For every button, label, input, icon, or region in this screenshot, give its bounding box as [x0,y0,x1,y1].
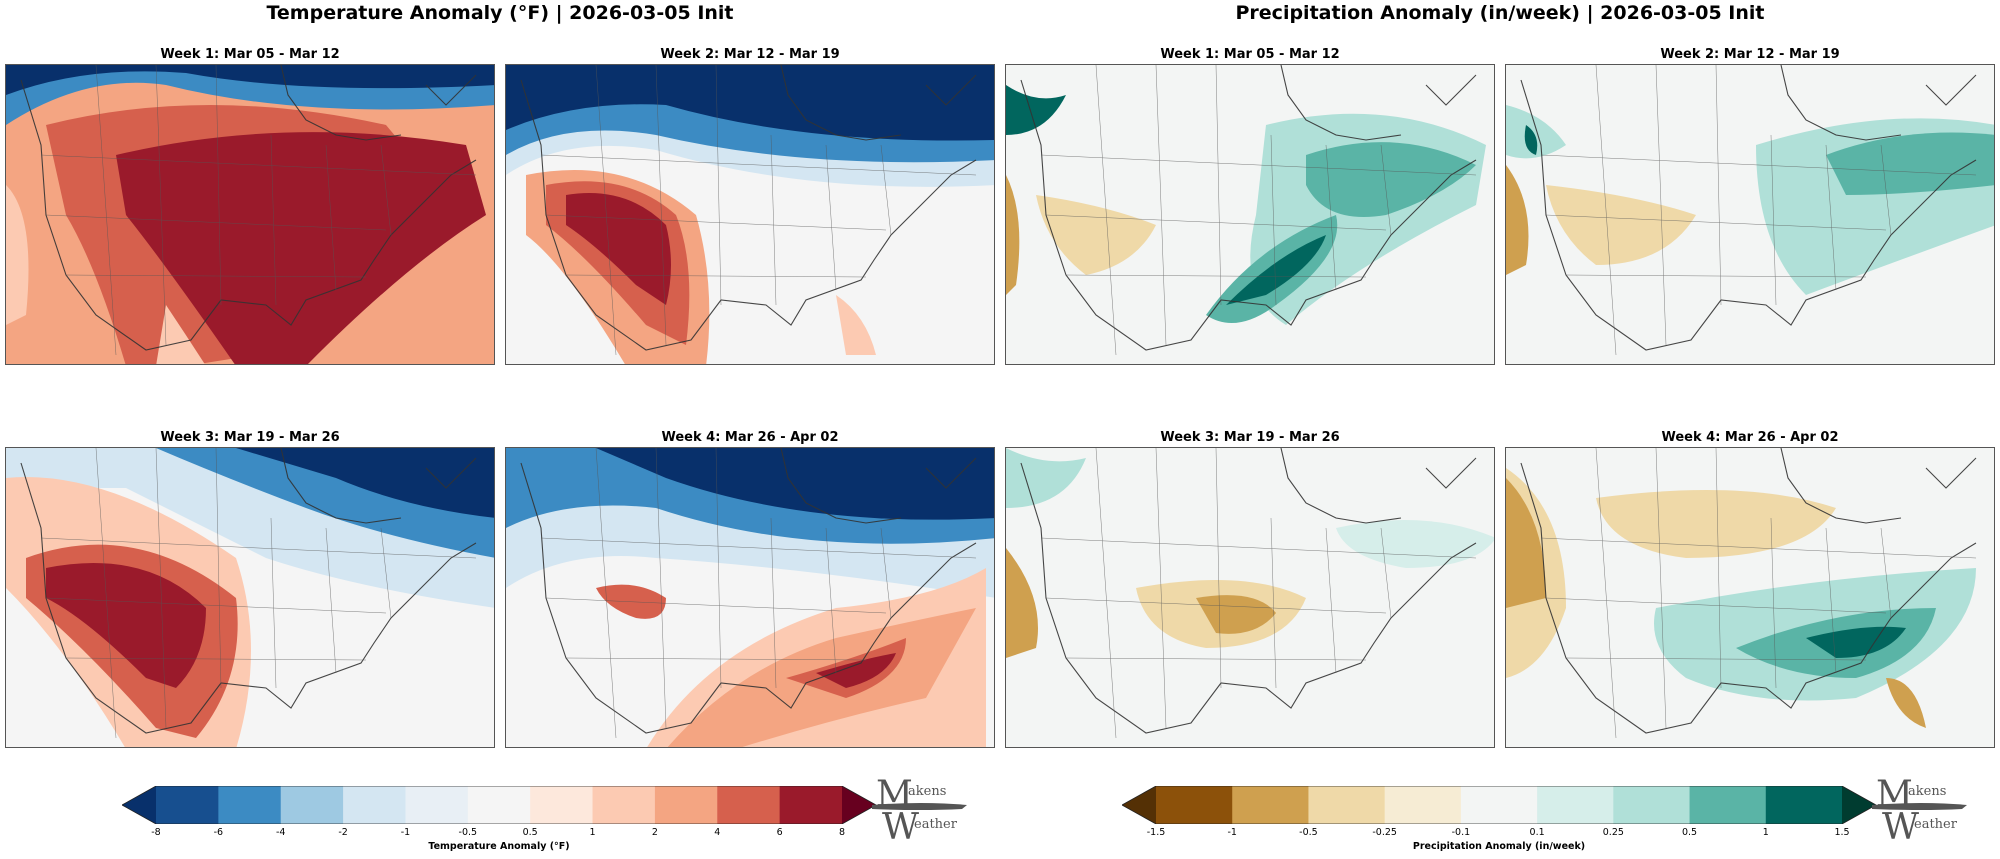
temp-week4-canvas [506,448,994,747]
temperature-colorbar-tick: 2 [651,827,658,838]
precip-week3-title: Week 3: Mar 19 - Mar 26 [1160,430,1340,445]
temperature-colorbar-extend-low [122,786,156,824]
temperature-colorbar-extend-high [842,786,876,824]
temperature-colorbar-segment [779,786,843,824]
precip-week4-canvas [1506,448,1994,747]
precip-week2-map [1505,64,1995,365]
precipitation-colorbar-extend-low [1122,786,1156,824]
precipitation-colorbar-segment [1613,786,1691,824]
precipitation-colorbar-segment [1537,786,1614,824]
precip-week3-canvas [1006,448,1494,747]
precip-week1-canvas [1006,65,1494,364]
temperature-colorbar-tick: -8 [151,827,161,838]
makens-weather-logo-right: M akens W eather [1872,774,1967,841]
temp-week3-title: Week 3: Mar 19 - Mar 26 [160,430,340,445]
temperature-colorbar-label: Temperature Anomaly (°F) [428,841,570,852]
precipitation-colorbar-svg [1122,786,1876,824]
precipitation-colorbar-segment [1689,786,1767,824]
precip-week3-map [1005,447,1495,748]
temperature-colorbar-segment [280,786,344,824]
precipitation-colorbar-segment [1384,786,1462,824]
temp-week1-map [5,64,495,365]
temperature-colorbar-segment [343,786,406,824]
temperature-colorbar-tick: -0.5 [458,827,478,838]
temp-week4-title: Week 4: Mar 26 - Apr 02 [661,430,839,445]
precipitation-colorbar-tick: 1.5 [1834,827,1850,838]
precipitation-colorbar-tick: 1 [1762,827,1769,838]
precipitation-colorbar-segment [1156,786,1233,824]
precipitation-colorbar-extend-high [1842,786,1876,824]
precipitation-colorbar-tick: -1 [1227,827,1237,838]
temperature-colorbar-svg [122,786,876,824]
precip-week4-title: Week 4: Mar 26 - Apr 02 [1661,430,1839,445]
temperature-colorbar-segment [467,786,531,824]
temp-week4-map [505,447,995,748]
logo-letter-w: W [882,807,919,841]
precipitation-colorbar-tick: -0.5 [1299,827,1318,838]
temp-week2-map [505,64,995,365]
precipitation-colorbar-segment [1232,786,1309,824]
precipitation-main-title: Precipitation Anomaly (in/week) | 2026-0… [1235,2,1765,24]
temperature-colorbar-segment [405,786,469,824]
precipitation-colorbar-label: Precipitation Anomaly (in/week) [1412,841,1586,852]
precipitation-colorbar-tick: -0.25 [1372,827,1397,838]
temperature-colorbar-tick: -4 [275,827,286,838]
makens-weather-logo-left: M akens W eather [872,774,967,841]
precip-week2-title: Week 2: Mar 12 - Mar 19 [1660,47,1840,62]
logo-text-top: akens [908,784,946,799]
temperature-colorbar-tick: 8 [838,827,846,838]
precip-week2-canvas [1506,65,1994,364]
precipitation-colorbar-segment [1765,786,1843,824]
precip-week1-title: Week 1: Mar 05 - Mar 12 [1160,47,1340,62]
temperature-colorbar-tick: 0.5 [522,827,538,838]
temperature-colorbar-tick: -1 [400,827,411,838]
temp-week2-canvas [506,65,994,364]
logo-text-bottom: eather [914,817,958,832]
temperature-colorbar-segment [717,786,781,824]
logo-text-top: akens [1908,784,1946,799]
precipitation-colorbar-segment [1460,786,1538,824]
temperature-colorbar-segment [218,786,282,824]
temperature-colorbar-segment [654,786,718,824]
temp-week1-canvas [6,65,494,364]
temperature-colorbar-segment [592,786,656,824]
temperature-colorbar-tick: 6 [776,827,783,838]
temperature-colorbar-segment [530,786,594,824]
temperature-colorbar-segment [156,786,219,824]
precip-week4-map [1505,447,1995,748]
logo-text-bottom: eather [1914,817,1958,832]
precipitation-colorbar-tick: 0.25 [1602,827,1624,838]
temp-week1-title: Week 1: Mar 05 - Mar 12 [160,47,340,62]
temp-week3-canvas [6,448,494,747]
precipitation-colorbar: -1.5 -1 -0.5 -0.25 -0.1 0.1 0.25 0.5 1 1.5 Precipi… [1122,786,1876,852]
temperature-colorbar-tick: 4 [714,827,721,838]
logo-letter-w: W [1882,807,1919,841]
precipitation-colorbar-segment [1308,786,1386,824]
precip-week1-map [1005,64,1495,365]
temperature-colorbar-tick: -2 [338,827,348,838]
precipitation-colorbar-tick: -0.1 [1451,827,1471,838]
temp-week2-title: Week 2: Mar 12 - Mar 19 [660,47,840,62]
temperature-main-title: Temperature Anomaly (°F) | 2026-03-05 In… [266,2,734,24]
precipitation-colorbar-tick: 0.5 [1681,827,1698,838]
precipitation-colorbar-tick: -1.5 [1146,827,1166,838]
temperature-colorbar: -8 -6 -4 -2 -1 -0.5 0.5 1 2 4 6 8 Temperature Anomal… [122,786,876,852]
precipitation-colorbar-tick: 0.1 [1529,827,1545,838]
temp-week3-map [5,447,495,748]
temperature-colorbar-tick: -6 [213,827,224,838]
temperature-colorbar-tick: 1 [589,827,596,838]
